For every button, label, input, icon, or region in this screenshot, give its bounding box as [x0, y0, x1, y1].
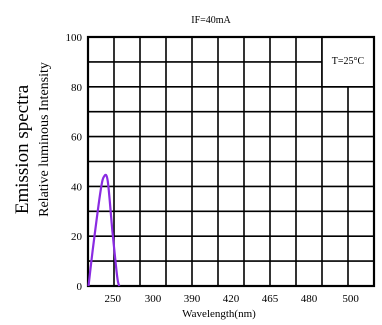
- outer-y-axis-title: Emission spectra: [12, 84, 33, 214]
- x-tick-label: 250: [104, 293, 121, 305]
- grid: [88, 37, 374, 286]
- chart-title: IF=40mA: [191, 15, 231, 26]
- series-layer: [87, 173, 121, 287]
- annotation-box: [321, 37, 374, 87]
- plot-frame: [86, 35, 376, 288]
- x-tick-labels: 250 300 390 420 465 480 500: [104, 293, 359, 305]
- temperature-annotation: T=25°C: [332, 56, 365, 67]
- y-tick-label: 60: [71, 132, 83, 144]
- y-tick-label: 80: [71, 82, 83, 94]
- y-axis-title: Relative luminous Intensity: [37, 62, 52, 217]
- x-axis-title: Wavelength(nm): [182, 308, 256, 320]
- y-tick-label: 20: [71, 231, 83, 243]
- y-tick-label: 40: [71, 181, 83, 193]
- y-tick-labels: 0 20 40 60 80 100: [66, 32, 83, 293]
- x-tick-label: 390: [184, 293, 201, 305]
- y-tick-label: 0: [77, 281, 83, 293]
- x-tick-label: 465: [262, 293, 279, 305]
- y-tick-label: 100: [66, 32, 83, 44]
- x-tick-label: 420: [223, 293, 240, 305]
- emission-curve: [87, 173, 121, 287]
- x-tick-label: 300: [145, 293, 162, 305]
- x-tick-label: 500: [342, 293, 359, 305]
- x-tick-label: 480: [301, 293, 318, 305]
